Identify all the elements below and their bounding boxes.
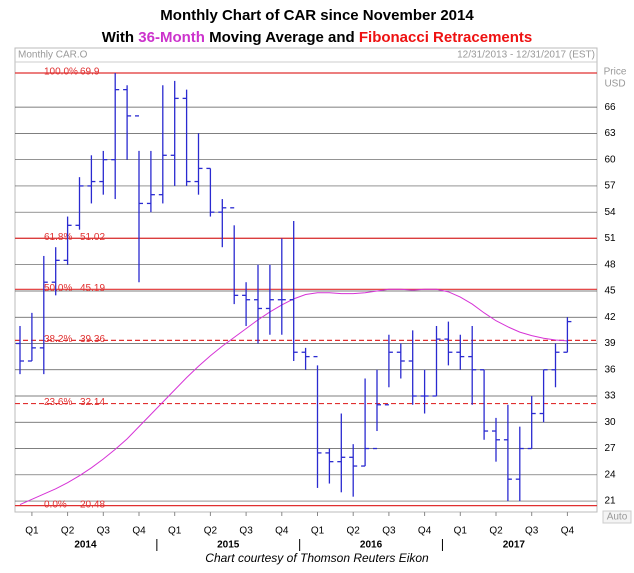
auto-label[interactable]: Auto (607, 512, 628, 523)
year-label: 2016 (360, 540, 383, 551)
x-tick-label: Q4 (132, 526, 146, 537)
fib-pct: 100.0% (44, 67, 78, 78)
year-label: 2015 (217, 540, 240, 551)
y-tick-label: 39 (604, 338, 616, 349)
y-tick-label: 57 (604, 181, 616, 192)
y-tick-label: 45 (604, 286, 616, 297)
chart-title: Monthly Chart of CAR since November 2014 (160, 7, 474, 24)
fib-pct: 61.8% (44, 232, 72, 243)
y-tick-label: 66 (604, 102, 616, 113)
y-tick-label: 51 (604, 233, 616, 244)
fib-pct: 50.0% (44, 283, 72, 294)
year-label: 2017 (503, 540, 526, 551)
fib-value: 39.36 (80, 334, 105, 345)
subtitle-part: With (102, 29, 139, 46)
fib-value: 51.02 (80, 232, 105, 243)
year-label: 2014 (74, 540, 97, 551)
plot-frame (14, 47, 598, 513)
y-tick-label: 54 (604, 207, 616, 218)
x-tick-label: Q3 (239, 526, 253, 537)
date-range: 12/31/2013 - 12/31/2017 (EST) (457, 50, 595, 61)
axis-label: Price (604, 67, 627, 78)
y-tick-label: 21 (604, 496, 616, 507)
fib-value: 20.48 (80, 499, 105, 510)
x-tick-label: Q4 (275, 526, 289, 537)
y-tick-label: 33 (604, 391, 616, 402)
y-tick-label: 24 (604, 469, 616, 480)
y-tick-label: 42 (604, 312, 616, 323)
x-tick-label: Q2 (204, 526, 218, 537)
x-tick-label: Q4 (418, 526, 432, 537)
subtitle-part: Fibonacci Retracements (359, 29, 532, 46)
subtitle-part: Moving Average and (205, 29, 359, 46)
x-tick-label: Q3 (97, 526, 111, 537)
x-tick-label: Q2 (61, 526, 75, 537)
footer: Chart courtesy of Thomson Reuters Eikon (205, 551, 429, 565)
instrument-label: Monthly CAR.O (18, 50, 88, 61)
auto-button[interactable] (602, 510, 632, 524)
axis-label: USD (604, 79, 625, 90)
y-tick-label: 30 (604, 417, 616, 428)
fib-pct: 23.6% (44, 397, 72, 408)
fib-pct: 0.0% (44, 499, 67, 510)
x-tick-label: Q2 (347, 526, 361, 537)
subtitle-part: 36-Month (138, 29, 205, 46)
x-tick-label: Q1 (311, 526, 325, 537)
y-tick-label: 27 (604, 443, 616, 454)
y-tick-label: 36 (604, 364, 616, 375)
x-tick-label: Q1 (168, 526, 182, 537)
fib-value: 69.9 (80, 67, 100, 78)
fib-value: 45.19 (80, 283, 105, 294)
y-tick-label: 60 (604, 154, 616, 165)
x-tick-label: Q1 (454, 526, 468, 537)
y-tick-label: 48 (604, 259, 616, 270)
x-tick-label: Q1 (25, 526, 39, 537)
y-tick-label: 63 (604, 128, 616, 139)
x-tick-label: Q2 (489, 526, 503, 537)
fib-value: 32.14 (80, 397, 105, 408)
x-tick-label: Q3 (382, 526, 396, 537)
fib-pct: 38.2% (44, 334, 72, 345)
x-tick-label: Q3 (525, 526, 539, 537)
x-tick-label: Q4 (561, 526, 575, 537)
chart-subtitle: With 36-Month Moving Average and Fibonac… (102, 29, 533, 46)
